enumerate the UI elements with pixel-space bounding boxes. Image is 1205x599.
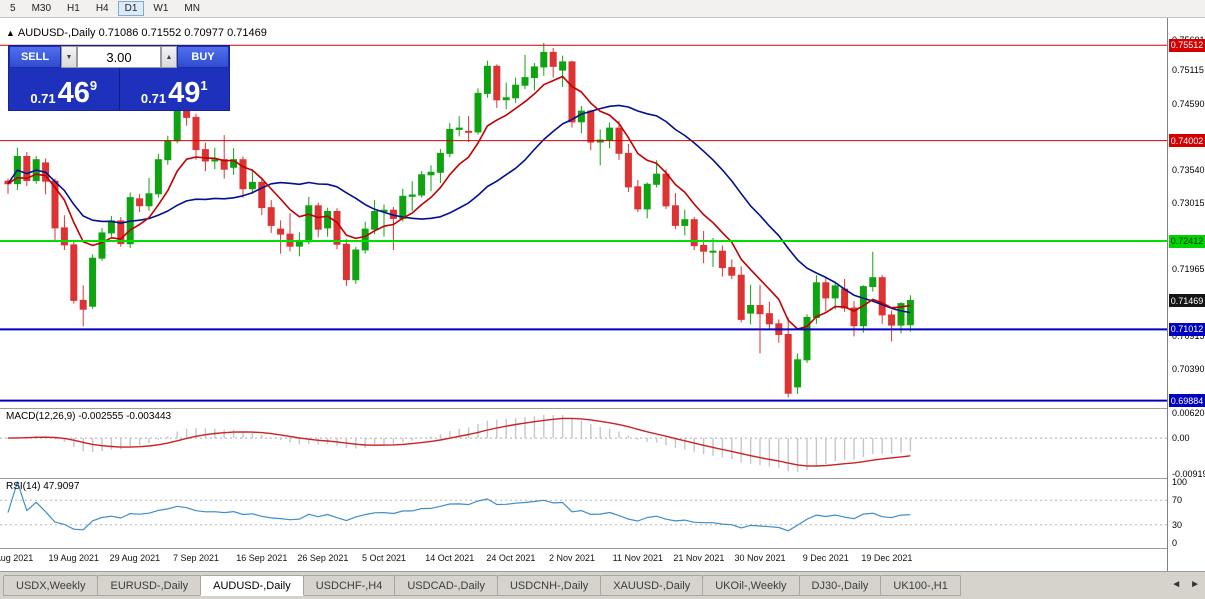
tab-usdcad-daily[interactable]: USDCAD-,Daily	[394, 575, 498, 596]
date-axis-label: 30 Nov 2021	[734, 553, 786, 563]
ma-slow-line	[7, 104, 911, 314]
chart-title: ▲ AUDUSD-,Daily 0.71086 0.71552 0.70977 0…	[6, 27, 267, 39]
tab-usdx-weekly[interactable]: USDX,Weekly	[3, 575, 99, 596]
macd-axis-label: 0.00620	[1172, 408, 1205, 419]
buy-price-sup: 1	[200, 78, 208, 93]
rsi-panel[interactable]: RSI(14) 47.9097	[0, 479, 1167, 548]
price-axis-label: 0.71965	[1172, 264, 1205, 275]
timeframe-h4[interactable]: H4	[95, 3, 109, 14]
date-axis-label: 10 Aug 2021	[0, 553, 34, 563]
volume-input[interactable]	[77, 46, 161, 68]
price-axis-label: 0.73540	[1172, 164, 1205, 175]
timeframe-m30[interactable]: M30	[31, 3, 52, 14]
rsi-axis-label: 30	[1172, 519, 1183, 530]
date-axis-label: 16 Sep 2021	[236, 553, 288, 563]
rsi-label: RSI(14) 47.9097	[6, 481, 80, 492]
tab-ukoil-weekly[interactable]: UKOil-,Weekly	[702, 575, 800, 596]
price-line-badge: 0.72412	[1169, 234, 1205, 248]
date-axis-label: 19 Dec 2021	[861, 553, 913, 563]
buy-price-big: 49	[168, 76, 201, 109]
tab-uk100-h1[interactable]: UK100-,H1	[880, 575, 961, 596]
tab-dj30-daily[interactable]: DJ30-,Daily	[798, 575, 882, 596]
panel-separator	[0, 548, 1205, 549]
ma-fast-line	[7, 75, 911, 330]
panel-separator[interactable]	[0, 408, 1205, 409]
buy-price-prefix: 0.71	[140, 91, 167, 106]
price-axis-label: 0.74590	[1172, 98, 1205, 109]
panel-separator[interactable]	[0, 478, 1205, 479]
macd-label: MACD(12,26,9) -0.002555 -0.003443	[6, 411, 172, 422]
one-click-controls: SELL ▼ ▲ BUY	[9, 46, 229, 68]
tab-usdchf-h4[interactable]: USDCHF-,H4	[302, 575, 396, 596]
buy-price[interactable]: 0.71 49 1	[118, 68, 230, 110]
date-axis-label: 14 Oct 2021	[425, 553, 475, 563]
sell-price-prefix: 0.71	[30, 91, 56, 106]
tab-audusd-daily[interactable]: AUDUSD-,Daily	[200, 575, 304, 596]
tab-xauusd-daily[interactable]: XAUUSD-,Daily	[600, 575, 704, 596]
chart-symbol: AUDUSD-,Daily	[17, 27, 96, 39]
price-axis-label: 0.75115	[1172, 65, 1204, 76]
sell-price-sup: 9	[89, 78, 98, 93]
date-axis-label: 9 Dec 2021	[802, 553, 849, 563]
volume-decrease-icon[interactable]: ▼	[61, 46, 77, 68]
price-line-badge: 0.71012	[1169, 322, 1205, 336]
date-axis-label: 7 Sep 2021	[172, 553, 220, 563]
price-line-badge: 0.71469	[1169, 294, 1205, 307]
timeframe-m5[interactable]: 5	[10, 3, 16, 14]
one-click-prices: 0.71 46 9 0.71 49 1	[9, 68, 229, 110]
macd-histogram	[7, 415, 912, 472]
price-axis[interactable]: 0.756010.751150.745900.735400.730150.719…	[1167, 18, 1205, 571]
date-axis[interactable]: 10 Aug 2021 19 Aug 2021 29 Aug 2021 7 Sep 2…	[0, 549, 1167, 571]
macd-axis-label: -0.00919	[1172, 469, 1205, 479]
rsi-axis-label: 0	[1172, 538, 1178, 548]
rsi-line	[7, 481, 911, 532]
price-axis-label: 0.70390	[1172, 363, 1205, 374]
volume-increase-icon[interactable]: ▲	[161, 46, 177, 68]
chart-title-icon: ▲	[6, 28, 15, 38]
rsi-axis-label: 100	[1172, 477, 1188, 487]
price-chart-panel[interactable]: ▲ AUDUSD-,Daily 0.71086 0.71552 0.70977 0…	[0, 18, 1167, 408]
timeframe-h1[interactable]: H1	[67, 3, 80, 14]
sell-price-big: 46	[57, 76, 90, 109]
macd-axis-label: 0.00	[1172, 433, 1190, 444]
date-axis-label: 2 Nov 2021	[548, 553, 596, 563]
tab-scroll-controls: ◄ ►	[1171, 579, 1200, 590]
macd-panel[interactable]: MACD(12,26,9) -0.002555 -0.003443	[0, 409, 1167, 478]
timeframe-w1[interactable]: W1	[153, 3, 169, 14]
tab-eurusd-daily[interactable]: EURUSD-,Daily	[97, 575, 202, 596]
rsi-axis-label: 70	[1172, 495, 1183, 506]
chart-tab-bar: USDX,Weekly EURUSD-,Daily AUDUSD-,Daily USD…	[0, 571, 1205, 599]
tabs-scroll-right-icon[interactable]: ►	[1190, 579, 1200, 590]
date-axis-label: 29 Aug 2021	[109, 553, 161, 563]
date-axis-label: 11 Nov 2021	[612, 553, 663, 563]
date-axis-label: 26 Sep 2021	[297, 553, 349, 563]
tabs-scroll-left-icon[interactable]: ◄	[1171, 579, 1182, 590]
sell-button[interactable]: SELL	[9, 46, 61, 68]
price-line-badge: 0.75512	[1169, 38, 1205, 52]
sell-price[interactable]: 0.71 46 9	[9, 68, 119, 110]
date-axis-label: 5 Oct 2021	[361, 553, 407, 563]
timeframe-mn[interactable]: MN	[184, 3, 200, 14]
date-axis-label: 21 Nov 2021	[673, 553, 725, 563]
tab-usdcnh-daily[interactable]: USDCNH-,Daily	[496, 575, 602, 596]
price-line-badge: 0.69884	[1169, 394, 1205, 408]
candles	[4, 42, 914, 398]
timeframe-toolbar: 5 M30 H1 H4 D1 W1 MN	[0, 0, 1205, 18]
price-axis-label: 0.73015	[1172, 197, 1205, 208]
date-axis-label: 19 Aug 2021	[48, 553, 100, 563]
price-line-badge: 0.74002	[1169, 134, 1205, 148]
date-axis-label: 24 Oct 2021	[486, 553, 536, 563]
chart-ohlc: 0.71086 0.71552 0.70977 0.71469	[98, 27, 267, 39]
macd-svg	[0, 415, 1167, 472]
timeframe-d1[interactable]: D1	[117, 1, 145, 16]
buy-button[interactable]: BUY	[177, 46, 229, 68]
rsi-svg	[0, 481, 1167, 532]
macd-signal-line	[7, 417, 911, 467]
